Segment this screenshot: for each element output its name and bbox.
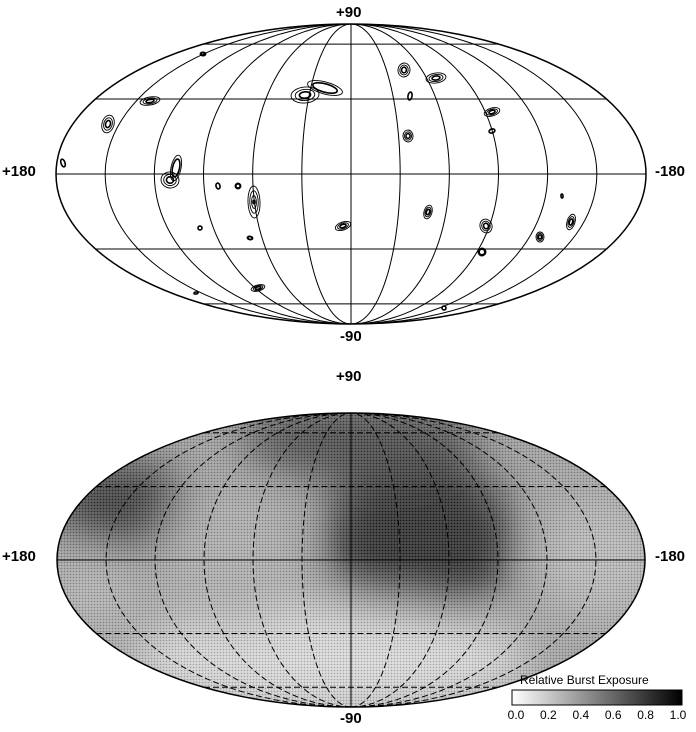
contour-line bbox=[59, 158, 67, 168]
legend-tick-label: 0.2 bbox=[540, 708, 557, 722]
contour-line bbox=[567, 216, 575, 228]
contour-line bbox=[428, 73, 444, 83]
contour-line bbox=[566, 213, 576, 231]
contour-line bbox=[477, 247, 487, 257]
meridian-line bbox=[105, 412, 352, 708]
meridian-line bbox=[350, 412, 597, 708]
contour-line bbox=[402, 129, 414, 143]
contour-line bbox=[251, 195, 257, 209]
contour-line bbox=[103, 117, 113, 131]
contour-line bbox=[488, 109, 496, 115]
top-label-left: +180 bbox=[2, 163, 36, 180]
contour-line bbox=[252, 285, 264, 291]
contour-line bbox=[407, 91, 413, 101]
contour-line bbox=[431, 75, 441, 81]
legend-tick-label: 0.8 bbox=[637, 708, 654, 722]
contour-line bbox=[537, 234, 543, 240]
legend-tick-label: 0.6 bbox=[604, 708, 622, 722]
contour-line bbox=[404, 131, 412, 141]
contour-line bbox=[139, 96, 161, 106]
legend-tick-label: 0.0 bbox=[507, 708, 525, 722]
contour-line bbox=[423, 204, 433, 220]
contour-line bbox=[249, 190, 259, 214]
contour-line bbox=[483, 107, 501, 117]
contour-line bbox=[405, 132, 411, 140]
contour-line bbox=[250, 284, 266, 292]
bottom-map-graticule bbox=[57, 412, 645, 708]
top-label-right: -180 bbox=[655, 163, 686, 180]
contour-line bbox=[101, 114, 115, 134]
bottom-label-north: +90 bbox=[336, 368, 362, 385]
top-label-south: -90 bbox=[340, 328, 362, 345]
contour-line bbox=[235, 183, 241, 189]
contour-line bbox=[536, 233, 544, 241]
bottom-label-south: -90 bbox=[340, 710, 362, 727]
contour-line bbox=[478, 248, 486, 256]
contour-line bbox=[254, 285, 262, 291]
contour-line bbox=[311, 81, 339, 95]
contour-line bbox=[247, 185, 261, 219]
contour-line bbox=[200, 51, 206, 57]
contour-line bbox=[488, 128, 496, 134]
bottom-label-right: -180 bbox=[655, 548, 686, 565]
contour-line bbox=[197, 225, 203, 231]
contour-line bbox=[294, 88, 316, 102]
burst-contours bbox=[59, 51, 576, 311]
legend-tick-label: 0.4 bbox=[572, 708, 590, 722]
contour-line bbox=[424, 206, 432, 218]
contour-line bbox=[334, 220, 352, 232]
contour-line bbox=[145, 98, 155, 104]
bottom-aitoff-map bbox=[56, 412, 646, 708]
contour-line bbox=[400, 66, 408, 74]
contour-line bbox=[425, 208, 431, 216]
contour-line bbox=[234, 182, 242, 190]
contour-line bbox=[482, 222, 490, 230]
contour-line bbox=[399, 64, 409, 76]
contour-line bbox=[252, 199, 256, 205]
top-map-graticule bbox=[56, 23, 646, 325]
contour-line bbox=[479, 218, 493, 234]
contour-line bbox=[163, 173, 177, 187]
contour-line bbox=[247, 235, 253, 241]
contour-line bbox=[337, 222, 349, 230]
contour-line bbox=[142, 97, 158, 105]
contour-line bbox=[441, 305, 447, 311]
contour-line bbox=[169, 154, 183, 182]
legend-title: Relative Burst Exposure bbox=[520, 673, 649, 687]
legend-tick-label: 1.0 bbox=[669, 708, 687, 722]
contour-line bbox=[290, 86, 320, 104]
bottom-label-left: +180 bbox=[2, 548, 36, 565]
exposure-colorbar bbox=[511, 689, 683, 706]
contour-line bbox=[481, 220, 491, 232]
contour-line bbox=[560, 193, 564, 199]
contour-line bbox=[171, 158, 181, 178]
contour-line bbox=[298, 90, 312, 100]
contour-line bbox=[104, 119, 112, 129]
top-aitoff-map bbox=[55, 23, 647, 325]
contour-line bbox=[425, 72, 447, 84]
contour-line bbox=[486, 108, 498, 116]
contour-line bbox=[535, 231, 545, 243]
top-label-north: +90 bbox=[336, 4, 362, 21]
contour-line bbox=[339, 223, 347, 229]
contour-line bbox=[193, 291, 199, 295]
contour-line bbox=[397, 62, 411, 78]
contour-line bbox=[307, 80, 343, 96]
contour-line bbox=[568, 218, 574, 226]
contour-line bbox=[215, 182, 221, 190]
